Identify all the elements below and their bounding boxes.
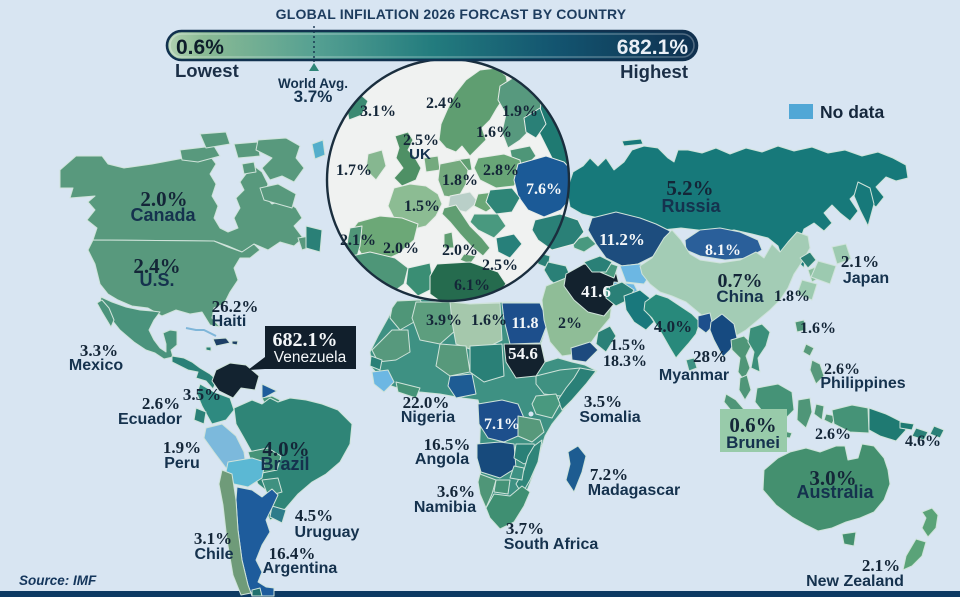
svg-text:2.5%: 2.5% <box>403 132 439 149</box>
svg-text:2.1%: 2.1% <box>340 232 376 249</box>
svg-text:1.7%: 1.7% <box>336 162 372 179</box>
svg-text:Brunei: Brunei <box>726 433 780 452</box>
svg-text:682.1%: 682.1% <box>617 36 689 59</box>
svg-text:16.4%: 16.4% <box>269 544 316 563</box>
svg-text:Australia: Australia <box>796 482 874 502</box>
svg-text:South Africa: South Africa <box>504 536 599 553</box>
svg-text:1.5%: 1.5% <box>610 337 646 354</box>
svg-text:Philippines: Philippines <box>820 375 905 392</box>
svg-text:2.8%: 2.8% <box>483 162 519 179</box>
svg-text:7.1%: 7.1% <box>484 416 520 433</box>
svg-text:Angola: Angola <box>415 451 469 468</box>
svg-text:3.3%: 3.3% <box>80 341 118 360</box>
svg-text:Brazil: Brazil <box>260 454 309 474</box>
svg-text:1.6%: 1.6% <box>476 124 512 141</box>
svg-text:1.9%: 1.9% <box>502 103 538 120</box>
svg-text:18.3%: 18.3% <box>603 353 647 370</box>
svg-text:Myanmar: Myanmar <box>659 367 729 384</box>
svg-text:3.0%: 3.0% <box>809 466 856 490</box>
svg-text:4.5%: 4.5% <box>295 506 333 525</box>
svg-text:2.1%: 2.1% <box>841 252 879 271</box>
svg-text:No data: No data <box>820 102 884 122</box>
svg-text:3.6%: 3.6% <box>437 482 475 501</box>
svg-text:3.5%: 3.5% <box>183 385 221 404</box>
svg-text:4.0%: 4.0% <box>262 437 309 461</box>
svg-text:1.6%: 1.6% <box>800 320 836 337</box>
svg-text:Nigeria: Nigeria <box>401 409 455 426</box>
svg-text:Russia: Russia <box>661 196 721 216</box>
svg-text:4.0%: 4.0% <box>654 317 692 336</box>
svg-text:Lowest: Lowest <box>175 60 239 81</box>
svg-text:4.6%: 4.6% <box>905 433 941 450</box>
svg-text:3.1%: 3.1% <box>360 103 396 120</box>
svg-text:1.8%: 1.8% <box>442 172 478 189</box>
svg-text:Haiti: Haiti <box>212 313 247 330</box>
svg-text:0.6%: 0.6% <box>176 36 224 59</box>
svg-text:New Zealand: New Zealand <box>806 573 904 590</box>
svg-text:7.2%: 7.2% <box>590 465 628 484</box>
svg-text:16.5%: 16.5% <box>424 435 471 454</box>
svg-text:Uruguay: Uruguay <box>295 524 360 541</box>
svg-text:2.0%: 2.0% <box>383 240 419 257</box>
svg-text:3.7%: 3.7% <box>294 87 333 106</box>
svg-text:3.5%: 3.5% <box>584 392 622 411</box>
svg-text:11.8: 11.8 <box>511 315 538 332</box>
svg-text:6.1%: 6.1% <box>454 277 490 294</box>
svg-text:Mexico: Mexico <box>69 357 123 374</box>
svg-text:2.6%: 2.6% <box>142 394 180 413</box>
svg-text:World Avg.: World Avg. <box>278 76 348 91</box>
svg-text:Highest: Highest <box>620 61 688 82</box>
svg-text:Namibia: Namibia <box>414 499 476 516</box>
svg-text:7.6%: 7.6% <box>526 181 562 198</box>
svg-text:Argentina: Argentina <box>263 560 338 577</box>
svg-text:0.7%: 0.7% <box>718 270 763 292</box>
svg-text:2.4%: 2.4% <box>426 95 462 112</box>
svg-text:2.0%: 2.0% <box>140 187 187 211</box>
svg-text:Japan: Japan <box>843 270 889 287</box>
svg-text:2.1%: 2.1% <box>862 556 900 575</box>
svg-text:54.6: 54.6 <box>508 344 538 363</box>
svg-text:China: China <box>716 287 764 306</box>
svg-text:3.9%: 3.9% <box>426 312 462 329</box>
svg-text:11.2%: 11.2% <box>599 230 645 249</box>
svg-text:Ecuador: Ecuador <box>118 411 182 428</box>
svg-text:1.8%: 1.8% <box>774 288 810 305</box>
svg-text:Chile: Chile <box>194 546 233 563</box>
svg-text:0.6%: 0.6% <box>729 413 776 437</box>
svg-text:Madagascar: Madagascar <box>588 482 681 499</box>
svg-text:1.6%: 1.6% <box>471 312 507 329</box>
svg-text:28%: 28% <box>693 347 727 366</box>
svg-text:5.2%: 5.2% <box>666 176 713 200</box>
svg-text:Somalia: Somalia <box>579 409 640 426</box>
svg-text:2.6%: 2.6% <box>815 426 851 443</box>
svg-text:Venezuela: Venezuela <box>274 349 347 366</box>
svg-text:Source: IMF: Source: IMF <box>19 573 97 588</box>
svg-text:2%: 2% <box>558 315 582 332</box>
svg-text:8.1%: 8.1% <box>705 242 741 259</box>
svg-text:3.1%: 3.1% <box>194 529 232 548</box>
svg-text:2.0%: 2.0% <box>442 242 478 259</box>
svg-text:2.6%: 2.6% <box>824 361 860 378</box>
svg-text:26.2%: 26.2% <box>212 297 259 316</box>
svg-text:Canada: Canada <box>130 205 196 225</box>
svg-text:41.6: 41.6 <box>581 282 611 301</box>
svg-text:1.5%: 1.5% <box>404 198 440 215</box>
svg-text:682.1%: 682.1% <box>273 329 338 351</box>
svg-text:2.4%: 2.4% <box>133 254 180 278</box>
svg-text:U.S.: U.S. <box>139 270 174 290</box>
svg-text:GLOBAL INFILATION 2026 FORCAST: GLOBAL INFILATION 2026 FORCAST BY COUNTR… <box>276 6 627 22</box>
svg-text:Peru: Peru <box>164 455 200 472</box>
svg-text:1.9%: 1.9% <box>163 438 201 457</box>
svg-text:22.0%: 22.0% <box>403 393 450 412</box>
svg-text:3.7%: 3.7% <box>506 519 544 538</box>
svg-text:UK: UK <box>409 146 431 163</box>
svg-text:2.5%: 2.5% <box>482 257 518 274</box>
